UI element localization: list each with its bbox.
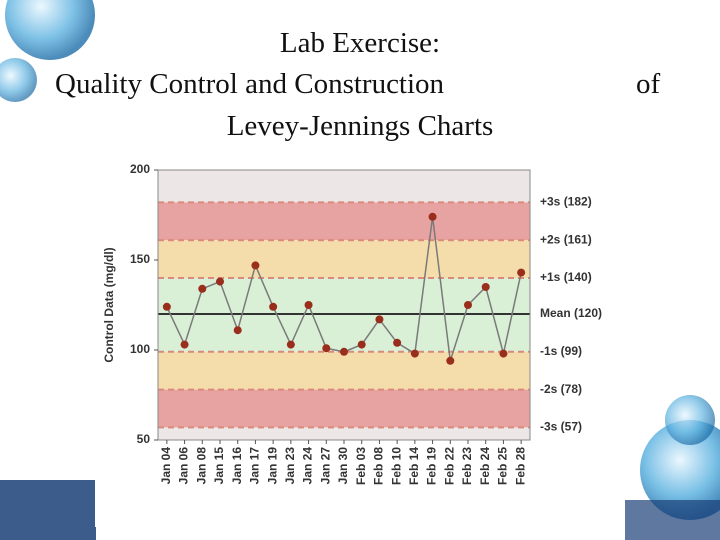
reference-label: Mean (120) [540, 306, 602, 320]
band [158, 427, 530, 440]
data-point [162, 302, 171, 311]
title-line: Lab Exercise: [280, 27, 440, 59]
data-point [393, 338, 402, 347]
x-tick-label: Jan 04 [159, 447, 173, 485]
x-tick-label: Feb 03 [354, 447, 368, 485]
band [158, 202, 530, 241]
x-tick-label: Jan 17 [248, 447, 262, 485]
reference-label: -2s (78) [540, 382, 582, 396]
band [158, 240, 530, 278]
y-tick-label: 50 [137, 432, 151, 446]
title-line: Quality Control and Construction [55, 68, 445, 100]
data-point [481, 283, 490, 291]
data-point [304, 301, 313, 309]
x-tick-label: Jan 08 [194, 447, 208, 485]
data-point [428, 212, 437, 221]
x-tick-label: Jan 24 [301, 447, 315, 485]
data-point [198, 284, 207, 293]
data-point [410, 349, 419, 358]
x-tick-label: Feb 22 [442, 447, 456, 485]
data-point [517, 268, 526, 277]
reference-label: +3s (182) [540, 195, 592, 209]
x-tick-label: Feb 25 [496, 447, 510, 485]
reference-label: -3s (57) [540, 420, 582, 434]
y-axis-label: Control Data (mg/dl) [102, 247, 116, 362]
title-line: of [636, 68, 661, 100]
data-point [180, 340, 189, 349]
data-point [216, 277, 224, 286]
reference-label: -1s (99) [540, 344, 582, 358]
band [158, 389, 530, 428]
band [158, 170, 530, 203]
x-tick-label: Feb 24 [478, 447, 492, 485]
band [158, 314, 530, 352]
data-point [375, 315, 384, 324]
data-point [251, 261, 260, 270]
title-line: Levey-Jennings Charts [227, 110, 494, 142]
data-point [322, 344, 331, 353]
x-tick-label: Feb 14 [407, 447, 421, 485]
x-tick-label: Jan 30 [336, 447, 350, 485]
x-tick-label: Jan 16 [230, 447, 244, 485]
y-tick-label: 150 [130, 252, 150, 266]
x-tick-label: Feb 08 [372, 447, 386, 485]
x-tick-label: Feb 19 [425, 447, 439, 485]
y-tick-label: 100 [130, 342, 150, 356]
x-tick-label: Jan 06 [177, 447, 191, 485]
x-tick-label: Jan 19 [265, 447, 279, 485]
data-point [286, 340, 295, 349]
data-point [499, 349, 508, 358]
data-point [340, 347, 348, 356]
data-point [357, 340, 366, 349]
x-tick-label: Jan 27 [318, 447, 332, 485]
x-tick-label: Jan 15 [212, 447, 226, 485]
x-tick-label: Jan 23 [283, 447, 297, 485]
data-point [464, 301, 472, 309]
data-point [446, 356, 455, 365]
band [158, 351, 530, 390]
x-tick-label: Feb 28 [513, 447, 527, 485]
data-point [233, 326, 242, 335]
reference-label: +1s (140) [540, 270, 592, 284]
reference-label: +2s (161) [540, 232, 592, 246]
x-tick-label: Feb 10 [389, 447, 403, 485]
y-tick-label: 200 [130, 162, 150, 176]
x-tick-label: Feb 23 [460, 447, 474, 485]
data-point [269, 302, 278, 311]
